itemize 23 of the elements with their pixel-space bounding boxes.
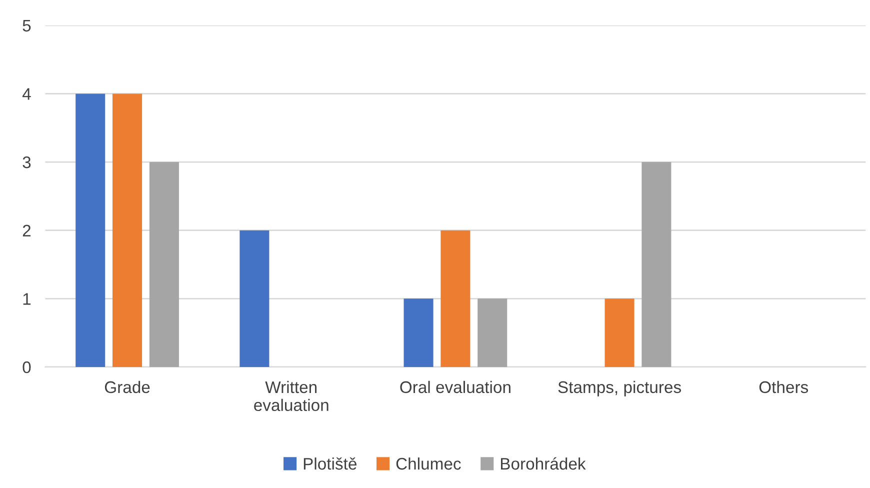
x-tick-label: Grade [104, 380, 150, 394]
x-tick-label: Others [759, 380, 808, 394]
bar [604, 298, 634, 367]
legend-label: Chlumec [396, 457, 461, 470]
bar [112, 94, 142, 367]
bar [478, 298, 508, 367]
y-tick-label: 4 [22, 88, 31, 100]
y-tick-label: 5 [22, 20, 31, 32]
x-tick-label: Oral evaluation [400, 380, 510, 394]
x-tick-label: Stamps, pictures [558, 380, 681, 396]
y-tick-label: 0 [22, 361, 31, 374]
bar [642, 162, 672, 367]
bar [440, 230, 470, 367]
y-tick-label: 1 [23, 293, 31, 305]
y-tick-label: 3 [22, 156, 31, 168]
bar [240, 230, 270, 367]
legend-label: Borohrádek [500, 457, 586, 470]
x-tick-label: Written evaluation [254, 380, 328, 412]
legend-label: Plotiště [304, 457, 356, 470]
y-tick-label: 2 [22, 224, 31, 236]
bar [149, 162, 179, 367]
bar [76, 94, 106, 367]
bar [404, 298, 434, 367]
